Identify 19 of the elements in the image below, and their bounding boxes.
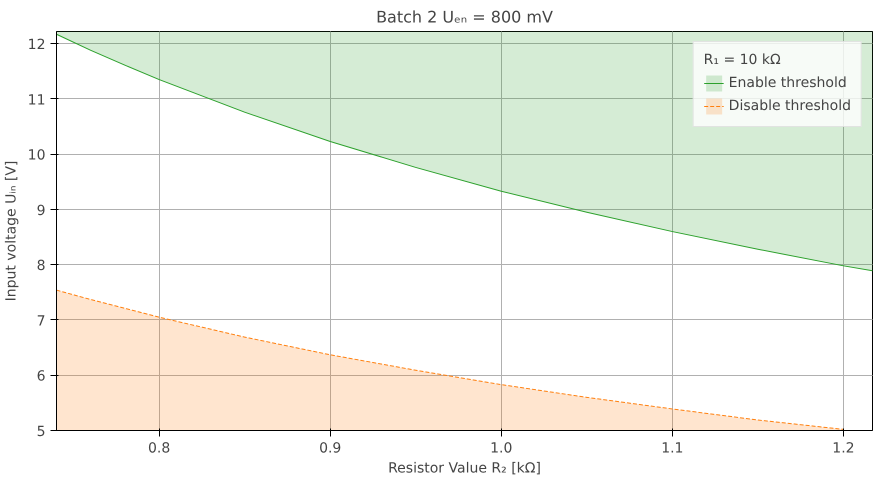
y-tick-label: 7 (36, 313, 46, 330)
x-tick-label: 1.0 (490, 440, 512, 456)
x-tick-label: 0.8 (148, 440, 170, 456)
x-tick-label: 1.2 (832, 440, 855, 456)
legend-label: Enable threshold (728, 75, 847, 91)
y-tick-label: 11 (28, 92, 46, 108)
y-tick-label: 8 (36, 258, 46, 274)
y-axis-title: Input voltage Uᵢₙ [V] (4, 160, 20, 302)
y-tick-label: 12 (28, 37, 46, 54)
y-tick-label: 6 (36, 368, 46, 385)
legend-title: R₁ = 10 kΩ (704, 52, 782, 68)
y-tick-label: 9 (36, 202, 46, 219)
x-tick-label: 0.9 (319, 440, 342, 456)
legend-label: Disable threshold (728, 98, 851, 114)
y-tick-label: 5 (36, 424, 46, 440)
x-tick-label: 1.1 (661, 440, 684, 456)
y-tick-label: 10 (28, 148, 46, 164)
x-axis-title: Resistor Value R₂ [kΩ] (388, 460, 541, 476)
chart-title: Batch 2 Uₑₙ = 800 mV (376, 8, 553, 26)
